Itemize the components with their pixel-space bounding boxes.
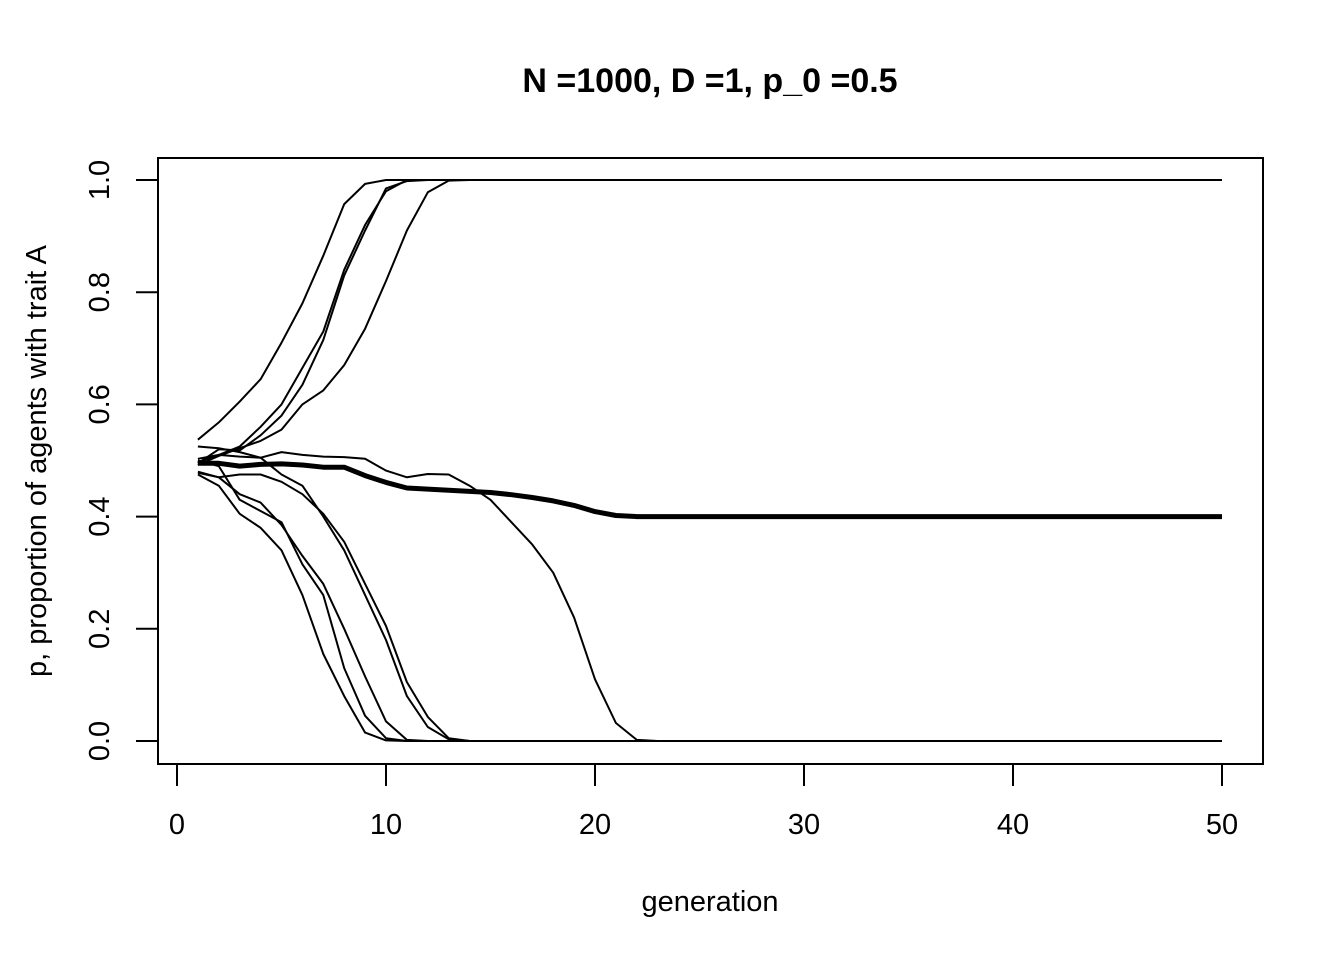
y-axis-label: p, proportion of agents with trait A: [21, 244, 53, 677]
y-tick-label-0.8: 0.8: [84, 272, 116, 312]
series-line-run-4: [197, 179, 1222, 466]
series-line-run-5: [197, 451, 1222, 742]
y-tick-label-0.2: 0.2: [84, 609, 116, 649]
x-axis: 0 10 20 30 40 50: [169, 763, 1238, 841]
y-tick-label-0.0: 0.0: [84, 721, 116, 761]
series-line-run-7: [197, 470, 1222, 742]
series-line-run-6: [197, 445, 1222, 742]
x-axis-label: generation: [641, 886, 778, 918]
series-line-run-8: [197, 471, 1222, 742]
y-tick-label-0.4: 0.4: [84, 496, 116, 536]
x-tick-label-30: 30: [788, 809, 820, 841]
x-tick-label-10: 10: [370, 809, 402, 841]
mean-layer: [197, 460, 1222, 520]
series-line-run-2: [197, 179, 1222, 464]
series-line-run-3: [197, 179, 1222, 465]
series-line-run-10: [197, 459, 1222, 742]
y-tick-label-1.0: 1.0: [84, 160, 116, 200]
x-tick-label-20: 20: [579, 809, 611, 841]
series-line-run-1: [197, 179, 1222, 441]
runs-layer: [197, 179, 1222, 742]
plot-frame: [157, 157, 1264, 765]
y-axis: 0.0 0.2 0.4 0.6 0.8 1.0: [84, 160, 159, 761]
chart-title: N =1000, D =1, p_0 =0.5: [522, 62, 897, 100]
series-line-mean: [197, 460, 1222, 520]
y-tick-label-0.6: 0.6: [84, 384, 116, 424]
x-tick-label-40: 40: [997, 809, 1029, 841]
x-tick-label-50: 50: [1206, 809, 1238, 841]
x-tick-label-0: 0: [169, 809, 185, 841]
